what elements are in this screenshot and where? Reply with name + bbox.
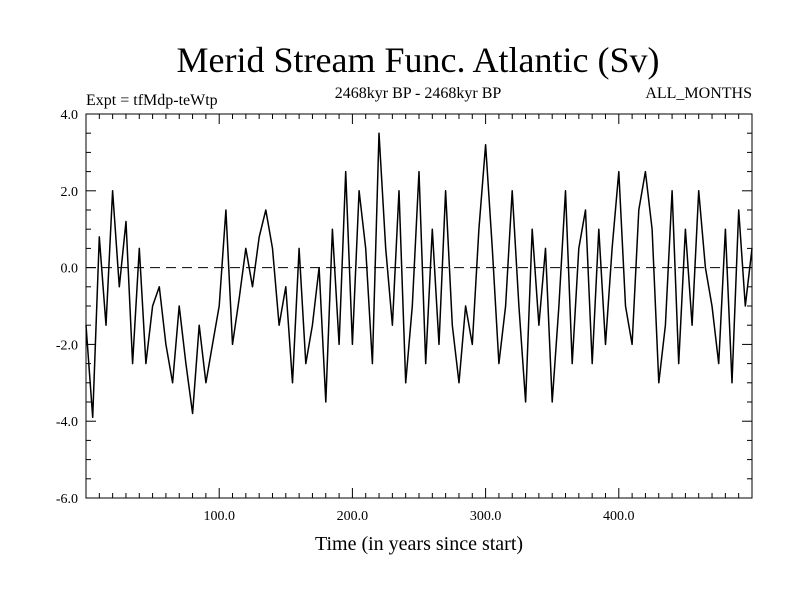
y-tick-label: -6.0	[56, 492, 78, 507]
chart-subtitle-right: ALL_MONTHS	[645, 85, 752, 102]
chart-title: Merid Stream Func. Atlantic (Sv)	[177, 40, 660, 80]
series-group	[85, 132, 753, 419]
chart-subtitle-left: Expt = tfMdp-teWtp	[86, 92, 218, 109]
y-tick-label: -2.0	[56, 338, 78, 353]
x-tick-label: 200.0	[337, 509, 369, 524]
chart-subtitle-center: 2468kyr BP - 2468kyr BP	[335, 85, 502, 102]
y-tick-label: -4.0	[56, 415, 78, 430]
x-axis-label: Time (in years since start)	[315, 533, 523, 555]
series-line	[85, 132, 753, 419]
y-tick-label: 0.0	[61, 262, 79, 277]
y-tick-label: 2.0	[61, 185, 79, 200]
x-tick-label: 300.0	[470, 509, 502, 524]
x-tick-label: 100.0	[203, 509, 235, 524]
x-tick-label: 400.0	[603, 509, 635, 524]
y-tick-label: 4.0	[61, 108, 79, 123]
